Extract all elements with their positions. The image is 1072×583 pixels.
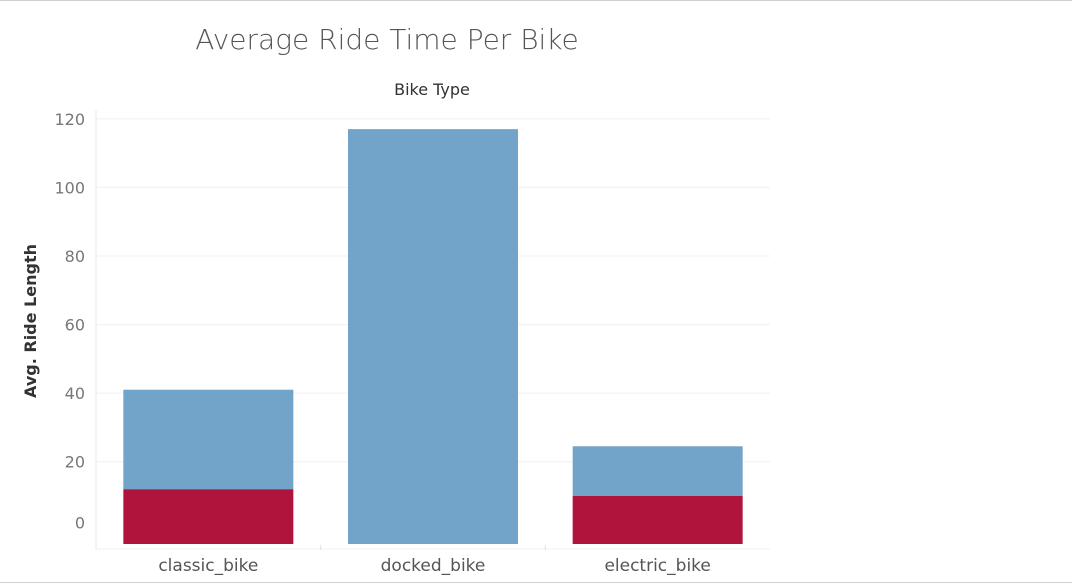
y-tick-label: 0: [75, 513, 85, 532]
y-tick-label: 60: [65, 316, 85, 335]
bar-classic_bike-segment-0: [123, 489, 294, 544]
bar-classic_bike-segment-1: [123, 389, 294, 490]
y-axis-label: Avg. Ride Length: [21, 244, 40, 398]
y-axis-ticks: 120 100 80 60 40 20 0: [54, 110, 85, 532]
x-axis-categories: classic_bike docked_bike electric_bike: [158, 556, 711, 576]
y-tick-label: 100: [54, 178, 85, 197]
x-category-label: classic_bike: [158, 556, 258, 576]
x-category-label: electric_bike: [604, 556, 710, 576]
y-tick-label: 120: [54, 110, 85, 129]
bar-docked_bike-segment-1: [348, 129, 518, 544]
y-tick-label: 40: [65, 384, 85, 403]
y-tick-label: 20: [65, 453, 85, 472]
bars: [123, 129, 743, 544]
x-category-label: docked_bike: [381, 556, 486, 576]
bar-electric_bike-segment-0: [572, 496, 743, 544]
bar-electric_bike-segment-1: [572, 446, 743, 496]
column-header: Bike Type: [394, 80, 470, 99]
chart-title: Average Ride Time Per Bike: [195, 23, 579, 56]
y-tick-label: 80: [65, 247, 85, 266]
